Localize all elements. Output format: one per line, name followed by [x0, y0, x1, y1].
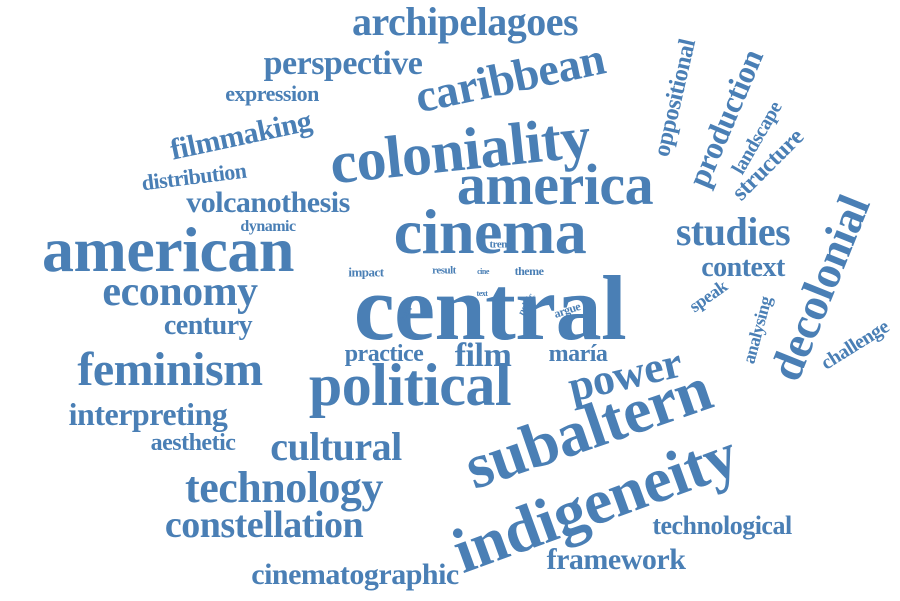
word-speak: speak [685, 275, 731, 317]
word-economy: economy [102, 269, 258, 315]
word-archipelagoes: archipelagoes [351, 0, 579, 44]
word-oppositional: oppositional [648, 36, 702, 160]
word-cine: cine [477, 267, 489, 276]
word-filmmaking: filmmaking [167, 104, 315, 167]
word-cinema: cinema [393, 196, 587, 267]
word-technology: technology [185, 463, 383, 512]
word-impact: impact [348, 264, 384, 280]
word-framework: framework [546, 543, 686, 576]
word-context: context [701, 252, 785, 283]
word-result: result [432, 264, 456, 277]
word-feminism: feminism [77, 343, 263, 396]
word-century: century [163, 310, 253, 341]
word-expression: expression [225, 81, 319, 106]
word-political: political [308, 352, 512, 418]
word-theme: theme [514, 264, 544, 278]
word-text: text [476, 289, 488, 298]
word-cultural: cultural [270, 424, 402, 469]
word-dynamic: dynamic [240, 218, 296, 235]
word-interpreting: interpreting [68, 396, 228, 432]
word-trend: trend [489, 238, 513, 251]
word-aesthetic: aesthetic [150, 430, 236, 456]
word-studies: studies [675, 209, 791, 254]
word-central: central [353, 257, 627, 359]
word-cinematographic: cinematographic [251, 558, 459, 591]
word-america: america [456, 152, 654, 217]
word-film: film [454, 337, 512, 374]
word-technological: technological [652, 511, 792, 540]
word-constellation: constellation [164, 504, 364, 546]
word-volcanothesis: volcanothesis [186, 186, 350, 219]
word-maria: maría [548, 341, 608, 367]
word-american: american [42, 214, 294, 285]
word-perspective: perspective [263, 45, 423, 82]
word-practice: practice [344, 341, 424, 367]
